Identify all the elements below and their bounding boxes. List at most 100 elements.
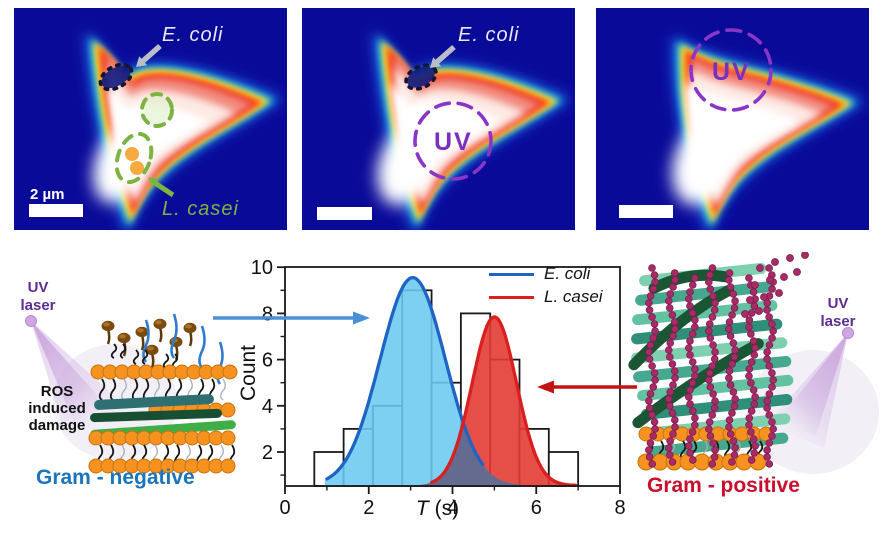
teichoic-bead	[751, 344, 759, 352]
released-bead	[801, 252, 809, 259]
lcasei-arrow-head	[148, 177, 159, 188]
teichoic-bead	[645, 453, 654, 461]
ecoli-fit-area	[324, 277, 491, 486]
teichoic-bead	[745, 372, 753, 380]
scale-bar	[317, 207, 372, 220]
scale-bar	[29, 204, 83, 217]
heatmap-panel-1: E. coli L. casei 2 µm	[14, 8, 287, 230]
teichoic-bead	[765, 439, 774, 447]
teichoic-bead	[665, 346, 673, 354]
teichoic-bead	[705, 271, 714, 279]
teichoic-bead	[669, 332, 677, 340]
teichoic-bead	[670, 269, 679, 277]
teichoic-bead	[671, 276, 679, 284]
released-bead	[780, 273, 788, 281]
teichoic-bead	[648, 460, 657, 468]
teichoic-bead	[688, 309, 697, 317]
teichoic-bead	[710, 306, 719, 314]
released-bead	[766, 276, 774, 284]
teichoic-bead	[745, 323, 753, 331]
teichoic-bead	[747, 309, 756, 317]
uv-laser-label-line1: UV	[28, 279, 49, 296]
teichoic-bead	[648, 264, 656, 272]
teichoic-bead	[668, 360, 677, 368]
lcasei-label: L. casei	[162, 198, 239, 220]
uv-laser-label-line2: laser	[20, 297, 55, 314]
teichoic-bead	[685, 295, 693, 303]
x-axis-title: T (s)	[235, 497, 640, 521]
teichoic-bead	[688, 379, 697, 387]
teichoic-bead	[765, 313, 773, 321]
teichoic-bead	[768, 334, 776, 342]
teichoic-bead	[651, 278, 659, 286]
uv-laser-label-line1: UV	[828, 295, 849, 312]
glycan-ribbon	[648, 269, 731, 294]
teichoic-bead	[769, 425, 777, 433]
teichoic-bead	[666, 437, 674, 445]
laser-cone	[778, 333, 848, 436]
teichoic-bead	[668, 458, 677, 466]
teichoic-bead	[708, 460, 717, 468]
teichoic-bead	[726, 381, 735, 389]
lipid-head	[220, 430, 236, 446]
lps-highlight	[155, 320, 162, 325]
lipid-head	[222, 364, 238, 380]
x-tick-label: 6	[531, 497, 542, 519]
teichoic-bead	[750, 351, 759, 359]
x-tick-label: 4	[447, 497, 458, 519]
lcasei-fit-curve	[429, 315, 578, 487]
released-bead	[746, 296, 754, 304]
teichoic-bead	[711, 446, 719, 454]
teichoic-bead	[650, 320, 659, 328]
teichoic-bead	[645, 348, 653, 356]
peptidoglycan-rod	[90, 408, 222, 423]
teichoic-bead	[646, 390, 655, 398]
teichoic-bead	[729, 437, 738, 445]
released-bead	[771, 258, 779, 266]
teichoic-bead	[670, 318, 679, 326]
y-tick-label: 10	[251, 257, 273, 279]
y-axis-title: Count	[237, 344, 260, 402]
ecoli-arrow	[141, 43, 162, 64]
teichoic-bead	[689, 456, 697, 464]
teichoic-bead	[765, 411, 774, 419]
lps-highlight	[147, 346, 154, 351]
teichoic-bead	[729, 339, 738, 347]
teichoic-bead	[706, 383, 715, 391]
teichoic-bead	[648, 313, 656, 321]
teichoic-bead	[728, 311, 736, 319]
teichoic-bead	[769, 327, 777, 335]
laser-tip	[25, 315, 37, 327]
teichoic-bead	[728, 458, 736, 466]
teichoic-bead	[705, 418, 714, 426]
ecoli-dotted-outline	[98, 62, 134, 92]
teichoic-bead	[731, 395, 739, 403]
released-bead	[741, 310, 749, 318]
released-bead	[786, 254, 794, 262]
teichoic-bead	[731, 297, 739, 305]
teichoic-bead	[725, 367, 734, 375]
peptidoglycan-illustration	[628, 252, 809, 471]
polysaccharide-strand	[170, 313, 178, 359]
teichoic-bead	[666, 388, 675, 396]
teichoic-bead	[765, 460, 774, 468]
lipid-tail	[121, 378, 127, 401]
ecoli-cell-region	[407, 66, 435, 88]
chart-root: 0 2 4 6 8 2 4 6 8 10	[251, 257, 626, 519]
teichoic-bead	[729, 388, 738, 396]
teichoic-bead	[768, 320, 776, 328]
lcasei-cell-lower-b	[130, 161, 144, 175]
teichoic-bead	[669, 430, 677, 438]
teichoic-bead	[763, 348, 771, 356]
teichoic-bead	[763, 446, 771, 454]
teichoic-bead	[710, 355, 719, 363]
teichoic-bead	[726, 332, 735, 340]
lipid-tail	[162, 353, 170, 369]
glycan-ribbon	[628, 285, 735, 371]
teichoic-bead	[763, 453, 771, 461]
teichoic-bead	[763, 306, 771, 314]
uv-label: UV	[434, 128, 473, 156]
teichoic-bead	[708, 411, 717, 419]
heatmap-panel-3: UV	[596, 8, 869, 230]
teichoic-bead	[711, 299, 719, 307]
